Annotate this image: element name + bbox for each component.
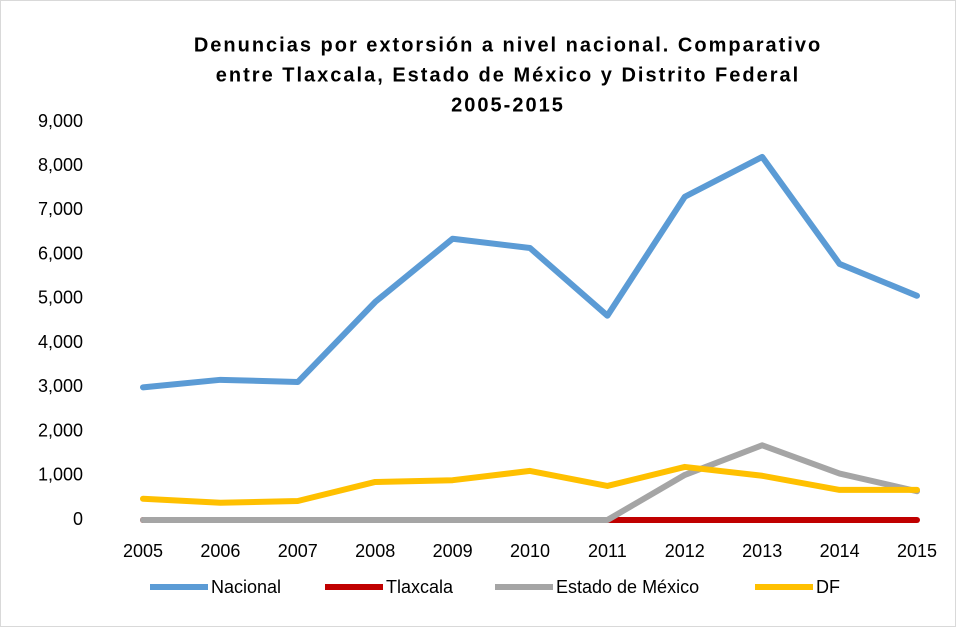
y-tick-label: 4,000 [38,332,83,352]
y-tick-label: 2,000 [38,420,83,440]
x-tick-label: 2006 [200,541,240,561]
legend-label: Estado de México [556,577,699,597]
x-tick-label: 2008 [355,541,395,561]
chart-title: Denuncias por extorsión a nivel nacional… [194,34,822,56]
x-tick-label: 2015 [897,541,937,561]
y-tick-label: 6,000 [38,243,83,263]
y-tick-label: 8,000 [38,155,83,175]
x-tick-label: 2013 [742,541,782,561]
x-tick-label: 2014 [820,541,860,561]
chart-title: 2005-2015 [451,94,565,116]
legend-label: Nacional [211,577,281,597]
series-line [140,442,920,523]
series-line [140,153,920,391]
x-tick-label: 2009 [433,541,473,561]
y-tick-label: 5,000 [38,288,83,308]
x-tick-label: 2012 [665,541,705,561]
y-tick-label: 1,000 [38,465,83,485]
chart-title: entre Tlaxcala, Estado de México y Distr… [216,64,800,86]
series-line [140,463,920,506]
legend-label: Tlaxcala [386,577,454,597]
x-tick-label: 2011 [588,541,627,561]
y-tick-label: 7,000 [38,199,83,219]
x-tick-label: 2007 [278,541,318,561]
x-tick-label: 2005 [123,541,163,561]
y-tick-label: 9,000 [38,111,83,131]
legend-label: DF [816,577,840,597]
y-tick-label: 3,000 [38,376,83,396]
y-tick-label: 0 [73,509,83,529]
x-tick-label: 2010 [510,541,550,561]
